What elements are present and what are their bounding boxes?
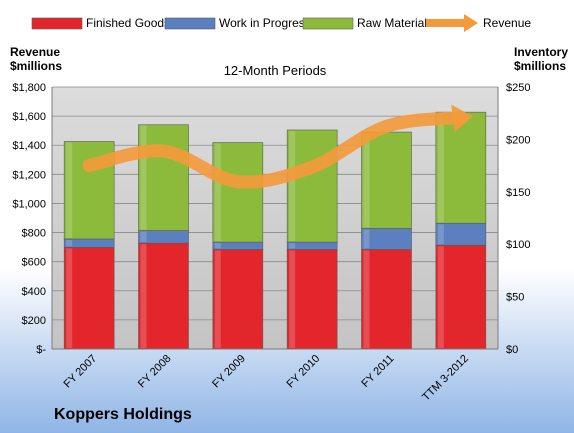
right-tick-label: $100 bbox=[506, 239, 530, 251]
left-axis-title-line1: Revenue bbox=[10, 45, 60, 59]
bar-highlight bbox=[140, 244, 147, 348]
bar-highlight bbox=[363, 133, 370, 228]
legend-swatch-raw-materials bbox=[302, 17, 354, 30]
left-tick-label: $800 bbox=[22, 228, 46, 240]
revenue-line-layer bbox=[82, 104, 473, 189]
left-tick-label: $1,800 bbox=[12, 82, 46, 94]
bar-highlight bbox=[66, 239, 73, 247]
bar-highlight bbox=[214, 143, 221, 242]
bar-highlight bbox=[214, 243, 221, 249]
left-tick-label: $400 bbox=[22, 286, 46, 298]
left-tick-label: $1,600 bbox=[12, 111, 46, 123]
revenue-line bbox=[82, 111, 468, 189]
revenue-arrowhead bbox=[451, 104, 473, 133]
bar-finished-goods bbox=[361, 249, 412, 350]
plot-area bbox=[52, 87, 498, 349]
bar-highlight bbox=[437, 113, 444, 223]
legend-label: Revenue bbox=[483, 16, 531, 30]
bar-highlight bbox=[140, 125, 147, 230]
bar-highlight bbox=[363, 250, 370, 348]
bar-stacks bbox=[63, 111, 487, 350]
bar-highlight bbox=[437, 224, 444, 245]
company-name: Koppers Holdings bbox=[54, 406, 192, 423]
grid-lines bbox=[52, 86, 498, 350]
bar-finished-goods bbox=[286, 249, 338, 350]
left-tick-label: $1,000 bbox=[12, 198, 46, 210]
legend-swatch-finished-goods bbox=[31, 17, 83, 30]
left-tick-label: $1,400 bbox=[12, 140, 46, 152]
right-axis-title-line2: $millions bbox=[514, 59, 566, 73]
bar-raw-materials bbox=[212, 142, 264, 243]
bar-highlight bbox=[140, 231, 147, 243]
legend-label: Raw Materials bbox=[357, 16, 433, 30]
right-tick-label: $50 bbox=[506, 292, 524, 304]
bar-raw-materials bbox=[286, 129, 338, 243]
right-tick-label: $250 bbox=[506, 82, 530, 94]
legend: Finished Goods Work in Progress Raw Materi… bbox=[31, 14, 531, 32]
bar-raw-materials bbox=[138, 124, 189, 231]
bar-highlight bbox=[363, 229, 370, 249]
bar-finished-goods bbox=[138, 242, 189, 350]
right-tick-label: $200 bbox=[506, 134, 530, 146]
bar-finished-goods bbox=[212, 249, 264, 350]
bar-highlight bbox=[289, 250, 296, 348]
bar-highlight bbox=[289, 130, 296, 242]
bar-highlight bbox=[66, 248, 73, 348]
bar-raw-materials bbox=[435, 111, 487, 224]
left-tick-label: $1,200 bbox=[12, 169, 46, 181]
legend-swatch-work-in-progress bbox=[164, 17, 216, 30]
right-tick-label: $0 bbox=[506, 344, 518, 356]
right-tick-label: $150 bbox=[506, 187, 530, 199]
legend-label: Finished Goods bbox=[86, 16, 170, 30]
legend-arrowhead bbox=[464, 14, 478, 32]
bar-highlight bbox=[214, 250, 221, 348]
chart-title: 12-Month Periods bbox=[224, 63, 327, 78]
left-tick-label: $600 bbox=[22, 257, 46, 269]
bar-highlight bbox=[437, 246, 444, 348]
bar-highlight bbox=[289, 243, 296, 249]
bar-highlight bbox=[66, 142, 73, 238]
left-tick-label: $- bbox=[36, 344, 46, 356]
bar-raw-materials bbox=[361, 131, 412, 229]
left-axis-title-line2: $millions bbox=[10, 59, 62, 73]
left-tick-label: $200 bbox=[22, 315, 46, 327]
bar-finished-goods bbox=[63, 247, 115, 350]
legend-label: Work in Progress bbox=[219, 16, 311, 30]
bar-finished-goods bbox=[435, 244, 487, 350]
right-axis-title-line1: Inventory bbox=[514, 45, 568, 59]
